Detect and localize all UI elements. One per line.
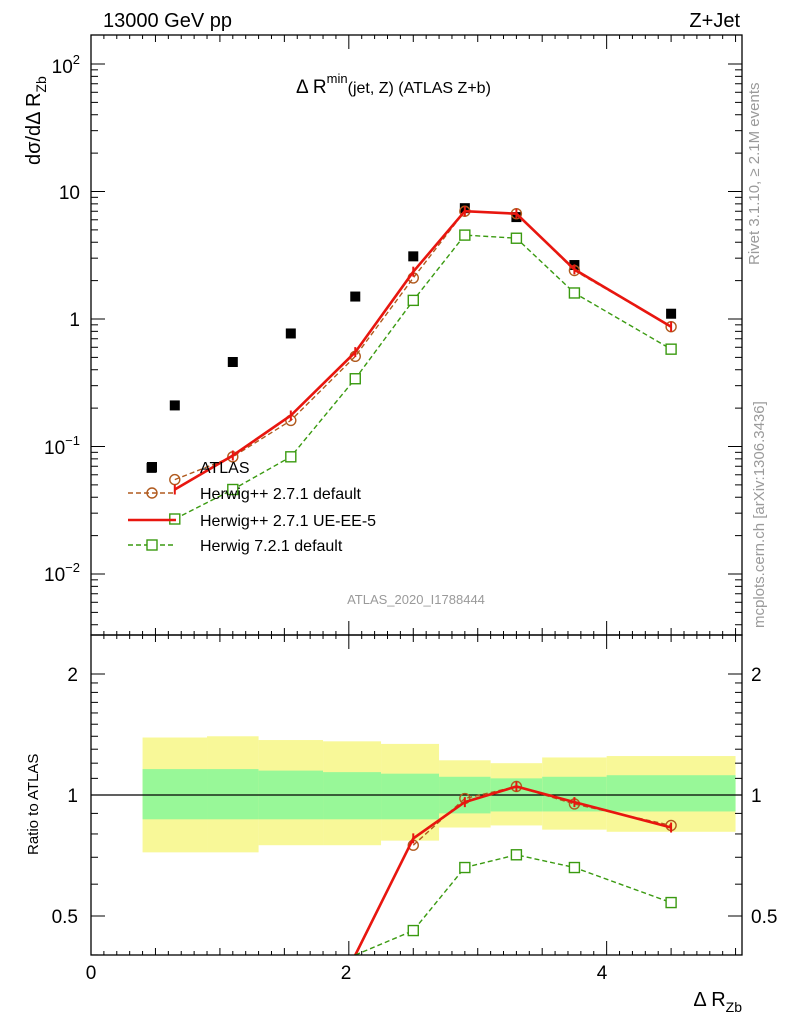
main-series-layer: [146, 203, 677, 525]
main-point-herwigpp-default: [169, 473, 181, 486]
ratio-uncertainty-bands: [142, 736, 736, 853]
main-atlas-data-point: [227, 356, 238, 367]
main-ytick-label-1: 1: [69, 310, 80, 331]
ratio-line-herwigpp-ueee5: [354, 785, 672, 956]
ratio-ytick-label-1-right: 1: [751, 786, 762, 807]
ratio-ytick-label-2-left: 2: [67, 665, 78, 686]
legend-marker-herwigpp-default: [146, 487, 158, 499]
main-point-herwig7: [510, 232, 523, 244]
main-atlas-data-point: [666, 308, 677, 319]
ratio-point-herwig7: [510, 849, 523, 861]
main-point-herwig7: [665, 343, 677, 355]
main-y-axis-label: dσ/dΔ RZb: [23, 76, 49, 165]
ratio-band-inner: [207, 769, 259, 820]
main-point-herwig7: [459, 229, 471, 241]
main-ytick-label-100: 102: [52, 52, 80, 78]
ratio-series-layer: [354, 780, 677, 956]
main-atlas-data-point: [408, 251, 419, 262]
ratio-band-inner: [323, 772, 382, 820]
main-point-herwig7: [227, 483, 239, 496]
ratio-point-herwig7: [407, 924, 419, 937]
main-ytick-label-0.1: 10−1: [44, 433, 80, 459]
ratio-ytick-label-0.5-left: 0.5: [52, 907, 78, 928]
main-point-herwig7: [407, 294, 419, 307]
ratio-line-herwig7: [355, 854, 672, 956]
ratio-point-herwig7: [459, 861, 471, 874]
ratio-band-inner: [381, 773, 440, 820]
plot-title: Δ Rmin(jet, Z) (ATLAS Z+b): [296, 71, 491, 98]
main-ytick-label-10: 10: [59, 183, 80, 204]
ratio-point-herwig7: [568, 861, 581, 874]
legend-marker-herwig7: [146, 539, 158, 551]
legend-label-herwigpp-default: Herwig++ 2.7.1 default: [200, 486, 362, 503]
xtick-label-4: 4: [597, 963, 608, 984]
ratio-ytick-label-1-left: 1: [67, 786, 78, 807]
main-atlas-data-point: [169, 400, 180, 411]
legend-label-herwig7: Herwig 7.2.1 default: [200, 538, 343, 555]
ratio-ytick-label-2-right: 2: [751, 665, 762, 686]
legend-label-herwigpp-ueee5: Herwig++ 2.7.1 UE-EE-5: [200, 513, 376, 530]
ratio-y-axis-label: Ratio to ATLAS: [25, 754, 42, 855]
main-point-herwig7: [349, 373, 361, 385]
main-plot-frame: [90, 34, 743, 636]
analysis-id: ATLAS_2020_I1788444: [347, 592, 485, 607]
rivet-version-label: Rivet 3.1.10, ≥ 2.1M events: [746, 83, 763, 266]
main-point-herwig7: [568, 287, 581, 299]
legend-label-atlas: ATLAS: [200, 460, 250, 477]
main-atlas-data-point: [350, 291, 361, 302]
ratio-ytick-label-0.5-right: 0.5: [751, 907, 777, 928]
main-ytick-label-0.01: 10−2: [44, 560, 80, 586]
header-right: Z+Jet: [689, 10, 740, 32]
legend-marker-atlas: [147, 462, 157, 472]
ratio-point-herwig7: [665, 896, 677, 909]
main-point-herwig7: [285, 451, 297, 463]
main-atlas-data-point: [285, 328, 296, 339]
main-line-herwigpp-default: [174, 210, 672, 481]
header-left: 13000 GeV pp: [103, 10, 232, 32]
xtick-label-0: 0: [86, 963, 97, 984]
main-line-herwigpp-ueee5: [174, 209, 672, 491]
ratio-band-inner: [142, 769, 208, 820]
legend: ATLAS Herwig++ 2.7.1 default Herwig++ 2.…: [128, 460, 376, 555]
xtick-label-2: 2: [341, 963, 352, 984]
x-axis-label: Δ RZb: [693, 989, 742, 1015]
axis-ticks: [90, 35, 742, 956]
mcplots-label: mcplots.cern.ch [arXiv:1306.3436]: [751, 401, 768, 628]
ratio-band-inner: [606, 775, 736, 812]
